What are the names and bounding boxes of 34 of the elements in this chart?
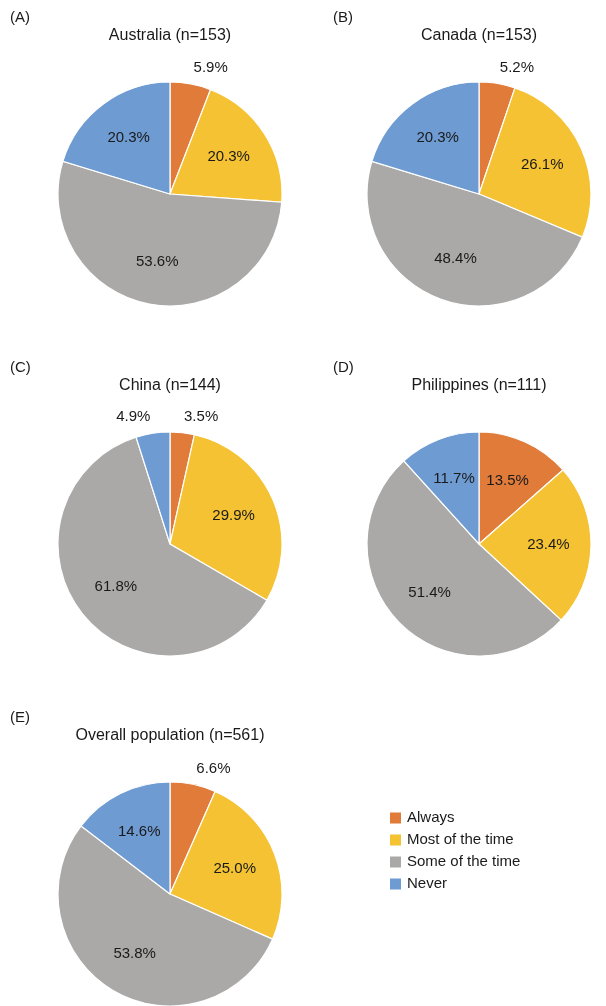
data-label: 51.4% bbox=[408, 582, 451, 600]
legend-label: Most of the time bbox=[407, 829, 514, 847]
data-label: 25.0% bbox=[213, 858, 256, 876]
data-label: 53.8% bbox=[113, 943, 156, 961]
data-label: 20.3% bbox=[416, 128, 459, 146]
text: (D) bbox=[333, 358, 354, 375]
text: (E) bbox=[10, 708, 30, 725]
data-label: 5.2% bbox=[499, 57, 535, 75]
data-label: 14.6% bbox=[117, 821, 161, 839]
data-label: 26.1% bbox=[521, 155, 564, 173]
data-label: 6.6% bbox=[196, 758, 231, 776]
data-label: 53.6% bbox=[135, 252, 179, 270]
legend-label: Some of the time bbox=[407, 851, 521, 869]
chart-title: China (n=144) bbox=[119, 376, 221, 393]
data-label: 48.4% bbox=[434, 249, 477, 267]
chart-title: Overall population (n=561) bbox=[75, 726, 265, 743]
data-label: 20.3% bbox=[107, 128, 150, 146]
chart-title: Australia (n=153) bbox=[108, 26, 232, 43]
data-label: 11.7% bbox=[433, 469, 475, 487]
legend-label: Always bbox=[407, 807, 455, 825]
data-label: 5.9% bbox=[193, 58, 228, 76]
data-label: 20.3% bbox=[207, 146, 250, 164]
legend-label: Never bbox=[407, 873, 448, 891]
data-label: 13.5% bbox=[486, 470, 529, 488]
text: (A) bbox=[10, 8, 30, 25]
data-label: 61.8% bbox=[94, 577, 138, 595]
chart-title: Philippines (n=111) bbox=[411, 376, 547, 393]
data-label: 23.4% bbox=[527, 534, 570, 552]
data-label: 4.9% bbox=[116, 407, 151, 425]
text: (C) bbox=[10, 358, 31, 375]
text: (B) bbox=[333, 8, 353, 25]
data-label: 3.5% bbox=[184, 406, 219, 424]
chart-title: Canada (n=153) bbox=[420, 26, 538, 43]
data-label: 29.9% bbox=[212, 506, 255, 524]
